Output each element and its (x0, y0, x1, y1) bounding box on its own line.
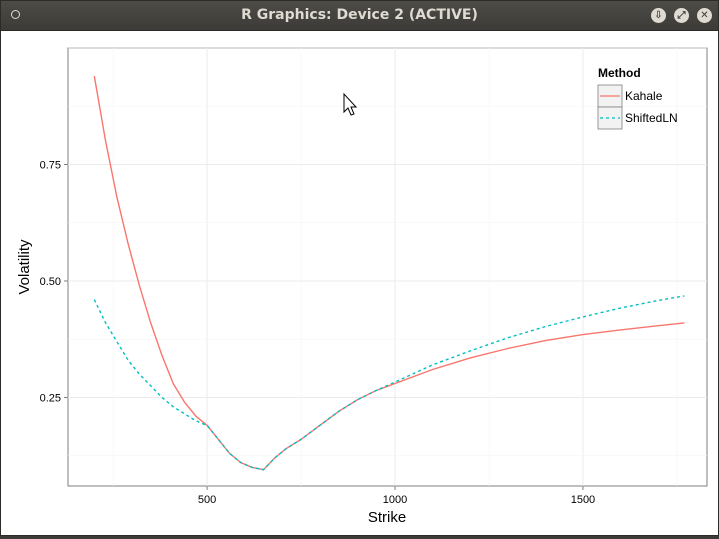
legend: Method Kahale ShiftedLN (597, 66, 678, 130)
y-axis-label: Volatility (16, 239, 33, 295)
legend-key-shiftedln (597, 106, 623, 130)
window-menu-icon[interactable] (11, 10, 20, 19)
minimize-button[interactable]: ⇩ (651, 8, 666, 23)
legend-title: Method (598, 66, 641, 80)
maximize-button[interactable]: ⤢ (674, 8, 689, 23)
series-layer (93, 75, 685, 471)
x-tick-label: 500 (198, 494, 216, 506)
y-tick-label: 0.50 (40, 276, 61, 288)
x-tick-label: 1500 (571, 494, 595, 506)
volatility-chart: 500 1000 1500 0.25 0.50 0.75 Strike Volatilit… (16, 47, 708, 526)
series-line-kahale (93, 75, 685, 471)
legend-label-shiftedln: ShiftedLN (625, 111, 678, 125)
legend-label-kahale: Kahale (625, 89, 663, 103)
plot-area: 500 1000 1500 0.25 0.50 0.75 Strike Volatilit… (1, 30, 718, 535)
grid (68, 47, 707, 486)
x-axis-label: Strike (368, 509, 406, 526)
y-tick-label: 0.25 (40, 392, 61, 404)
axes: 500 1000 1500 0.25 0.50 0.75 (40, 159, 596, 506)
title-bar[interactable]: R Graphics: Device 2 (ACTIVE) ⇩ ⤢ ✕ (1, 1, 718, 31)
window-title: R Graphics: Device 2 (ACTIVE) (241, 7, 478, 23)
y-tick-label: 0.75 (40, 159, 61, 171)
mouse-cursor-icon (343, 92, 358, 116)
close-button[interactable]: ✕ (697, 8, 712, 23)
x-tick-label: 1000 (383, 494, 407, 506)
